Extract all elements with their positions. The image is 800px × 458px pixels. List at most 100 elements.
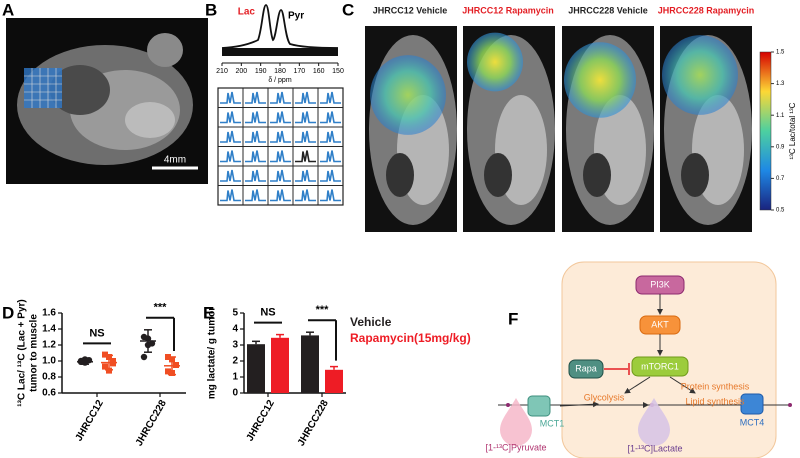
mini-spectrum (295, 111, 316, 124)
data-point (140, 353, 148, 361)
panel-label: A (2, 0, 14, 19)
x-tick-label: 150 (332, 68, 344, 75)
mini-spectrum (270, 150, 291, 163)
y-axis-label: ¹³C Lac/ ¹³C (Lac + Pyr) (17, 299, 28, 407)
x-tick-label: 210 (216, 68, 228, 75)
data-point (102, 351, 108, 358)
y-tick-label: 0.6 (42, 388, 56, 399)
overlay (662, 35, 738, 115)
x-tick-label: 200 (235, 68, 247, 75)
node-label: [1-¹³C]Pyruvate (485, 442, 546, 452)
data-point (173, 362, 179, 368)
spectra-grid (217, 87, 344, 206)
colorbar-label: ¹³C Lac/total ¹³C (788, 102, 797, 159)
x-tick-label: 190 (255, 68, 267, 75)
x-tick-label: JHRCC228 (134, 398, 169, 448)
anatomy (583, 153, 611, 197)
mini-spectrum (270, 130, 291, 143)
panel-label: D (2, 303, 14, 322)
y-tick-label: 5 (232, 308, 238, 319)
image-title: JHRCC12 Rapamycin (462, 5, 554, 15)
mini-spectrum (220, 189, 241, 202)
x-tick-label: JHRCC12 (245, 398, 278, 443)
data-point (165, 368, 171, 375)
y-tick-label: 0.8 (42, 372, 56, 383)
colorbar-tick-label: 0.9 (776, 144, 785, 150)
significance-label: NS (260, 307, 275, 319)
y-tick-label: 1.4 (42, 324, 56, 335)
y-tick-label: 3 (232, 340, 238, 351)
mini-spectrum (245, 189, 266, 202)
data-point (106, 367, 112, 374)
colorbar-tick-label: 1.3 (776, 81, 785, 87)
colorbar-tick-label: 0.5 (776, 208, 785, 214)
anatomy (681, 153, 709, 197)
mini-spectrum (245, 111, 266, 124)
mini-spectrum (320, 130, 341, 143)
panel-label: B (205, 0, 217, 19)
colorbar-tick-label: 0.7 (776, 176, 785, 182)
scale-bar-label: 4mm (164, 155, 186, 166)
mini-spectrum (295, 91, 316, 104)
data-point (102, 363, 108, 370)
anatomy (386, 153, 414, 197)
node-label: [1-¹³C]Lactate (627, 443, 682, 453)
bar (271, 337, 289, 393)
mini-spectrum (320, 189, 341, 202)
overlay (370, 55, 446, 135)
mini-spectrum (270, 189, 291, 202)
pathway-diagram (498, 261, 792, 458)
colorbar-tick-label: 1.5 (776, 50, 785, 56)
mini-spectrum (220, 169, 241, 182)
y-tick-label: 0 (232, 388, 238, 399)
y-tick-label: 2 (232, 356, 238, 367)
x-tick-label: 170 (293, 68, 305, 75)
node-label: Protein synthesis (681, 381, 750, 391)
mini-spectrum (245, 169, 266, 182)
mini-spectrum (320, 169, 341, 182)
x-tick-label: JHRCC228 (296, 398, 331, 448)
node-label: PI3K (650, 279, 670, 289)
mini-spectrum (270, 169, 291, 182)
legend-entry: Rapamycin(15mg/kg) (350, 331, 471, 345)
panel-label: C (342, 0, 354, 19)
y-tick-label: 1.2 (42, 340, 56, 351)
spectrum (221, 4, 339, 49)
anatomy (484, 153, 512, 197)
peak-label: Lac (238, 7, 256, 18)
mini-spectrum (220, 130, 241, 143)
node-label: Rapa (575, 363, 597, 373)
mini-spectrum (220, 91, 241, 104)
mini-spectrum (220, 150, 241, 163)
spectrum-base (222, 48, 338, 56)
mini-spectrum (270, 111, 291, 124)
mini-spectrum (245, 130, 266, 143)
significance-label: *** (316, 304, 330, 316)
y-tick-label: 1.6 (42, 308, 56, 319)
panel-label: F (508, 309, 518, 328)
mini-spectrum (320, 150, 341, 163)
x-tick-label: 160 (313, 68, 325, 75)
data-point (110, 358, 116, 364)
significance-label: *** (154, 302, 168, 314)
mini-spectrum (295, 189, 316, 202)
node-label: MCT1 (540, 418, 565, 428)
colorbar-tick-label: 1.1 (776, 113, 785, 119)
y-tick-label: 1 (232, 372, 238, 383)
mini-spectrum (295, 130, 316, 143)
mini-spectrum (295, 150, 316, 163)
mri-image (6, 18, 208, 184)
x-tick-label: 180 (274, 68, 286, 75)
overlay (467, 32, 523, 92)
colorbar (759, 51, 772, 211)
y-axis-label: mg lactate/ g tumor (207, 307, 218, 399)
image-title: JHRCC228 Vehicle (568, 5, 648, 15)
grid-cell (317, 185, 344, 206)
node-label: mTORC1 (641, 361, 679, 371)
bar (301, 335, 319, 393)
peak-label: Pyr (288, 11, 304, 22)
mini-spectrum (320, 91, 341, 104)
node-label: Lipid synthesis (685, 396, 745, 406)
overlay (564, 42, 636, 118)
